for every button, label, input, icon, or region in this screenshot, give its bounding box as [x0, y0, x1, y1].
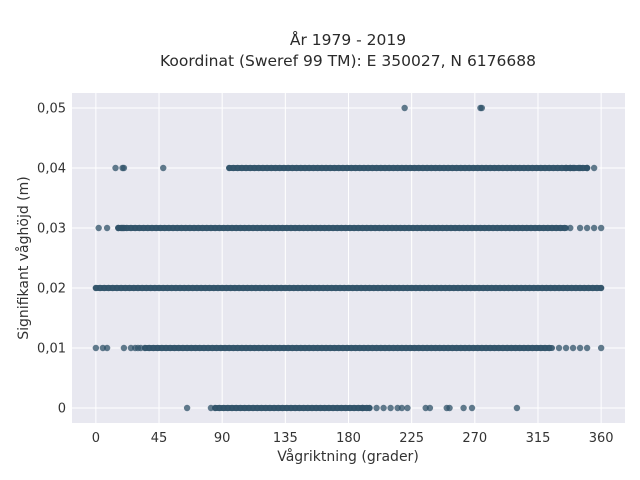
x-tick-label: 270	[462, 431, 487, 446]
data-point	[562, 344, 570, 352]
y-tick-label: 0,04	[37, 162, 66, 177]
data-point	[583, 164, 591, 172]
data-point	[561, 224, 568, 232]
data-point	[569, 344, 577, 352]
data-point	[380, 404, 387, 412]
data-point	[366, 404, 373, 412]
x-tick-label: 90	[214, 431, 231, 446]
x-tick-label: 315	[526, 431, 551, 446]
y-tick-label: 0,03	[37, 222, 66, 237]
data-point	[446, 404, 453, 412]
x-tick-label: 360	[589, 431, 614, 446]
x-tick-label: 45	[151, 431, 168, 446]
data-point	[590, 164, 598, 172]
data-point	[103, 224, 111, 232]
x-tick-label: 135	[273, 431, 298, 446]
data-point	[120, 224, 128, 232]
x-tick-label: 0	[92, 431, 100, 446]
data-point	[387, 404, 394, 412]
x-tick-label: 180	[336, 431, 361, 446]
y-tick-label: 0,05	[37, 102, 66, 117]
data-point	[597, 344, 605, 352]
data-point	[597, 224, 605, 232]
data-point	[583, 224, 591, 232]
data-point	[576, 164, 584, 172]
y-axis-ticks: 0 0,01 0,02 0,03 0,04 0,05	[37, 102, 66, 417]
data-point	[103, 344, 111, 352]
data-point	[426, 404, 434, 412]
y-tick-label: 0	[58, 402, 66, 417]
data-point	[207, 404, 215, 412]
chart-subtitle: Koordinat (Sweref 99 TM): E 350027, N 61…	[160, 52, 536, 70]
data-points	[92, 104, 605, 412]
x-axis-label: Vågriktning (grader)	[277, 448, 419, 465]
data-point	[183, 404, 191, 412]
data-point	[359, 404, 366, 412]
data-point	[478, 104, 486, 112]
data-point	[404, 404, 411, 412]
data-point	[583, 344, 591, 352]
x-tick-label: 225	[399, 431, 424, 446]
data-point	[92, 344, 100, 352]
data-point	[555, 344, 563, 352]
x-axis-ticks: 0 45 90 135 180 225 270 315 360	[92, 431, 614, 446]
data-point	[546, 344, 553, 352]
data-point	[137, 344, 144, 352]
data-point	[513, 404, 521, 412]
data-point	[401, 104, 408, 112]
data-point	[576, 224, 584, 232]
data-point	[120, 164, 128, 172]
chart-title: År 1979 - 2019	[290, 30, 406, 49]
data-point	[398, 404, 406, 412]
data-point	[597, 284, 605, 292]
data-point	[120, 344, 128, 352]
data-point	[567, 224, 574, 232]
data-point	[590, 224, 598, 232]
y-axis-label: Signifikant våghöjd (m)	[15, 176, 32, 339]
data-point	[160, 164, 167, 172]
y-tick-label: 0,01	[37, 342, 66, 357]
data-point	[460, 404, 467, 412]
data-point	[373, 404, 380, 412]
data-point	[468, 404, 476, 412]
data-point	[112, 164, 119, 172]
data-point	[576, 344, 584, 352]
data-point	[569, 164, 577, 172]
y-tick-label: 0,02	[37, 282, 66, 297]
data-point	[95, 224, 102, 232]
